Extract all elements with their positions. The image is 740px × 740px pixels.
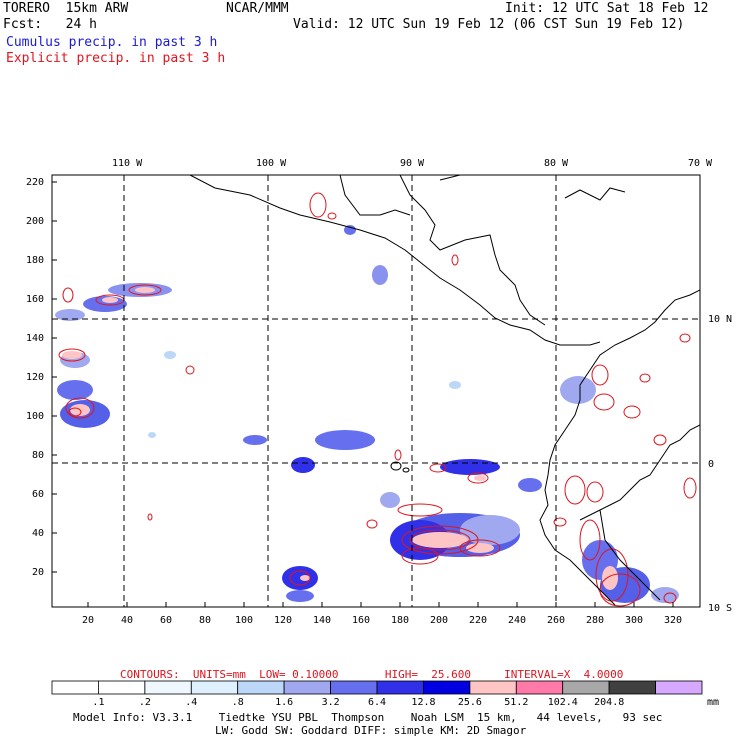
x-tick-label: 220 xyxy=(469,615,487,626)
coastlines xyxy=(189,175,700,606)
colorbar-box xyxy=(515,680,564,695)
lat-label-0: 0 xyxy=(708,459,714,470)
x-tick-label: 240 xyxy=(508,615,526,626)
x-tick-label: 100 xyxy=(235,615,253,626)
colorbar-tick-label: 12.8 xyxy=(411,697,436,708)
x-tick-label: 40 xyxy=(121,615,133,626)
bottom-axis: 20 40 60 80 100 120 140 160 180 200 220 … xyxy=(82,602,682,626)
colorbar-tick-label: 6.4 xyxy=(368,697,387,708)
x-tick-label: 180 xyxy=(391,615,409,626)
colorbar-tick-label: .1 xyxy=(92,697,105,708)
colorbar-box xyxy=(376,680,424,695)
x-tick-label: 120 xyxy=(274,615,292,626)
y-tick-label: 180 xyxy=(26,255,44,266)
explicit-legend: Explicit precip. in past 3 h xyxy=(6,51,226,66)
y-tick-label: 200 xyxy=(26,216,44,227)
colorbar-box xyxy=(190,680,239,695)
org-label: NCAR/MMM xyxy=(226,1,289,16)
x-tick-label: 20 xyxy=(82,615,94,626)
colorbar-tick-label: 204.8 xyxy=(594,697,625,708)
colorbar-box xyxy=(330,680,378,695)
colorbar xyxy=(51,680,703,695)
x-tick-label: 60 xyxy=(160,615,172,626)
lon-label-70w: 70 W xyxy=(688,158,713,169)
x-tick-label: 140 xyxy=(313,615,331,626)
colorbar-box xyxy=(237,680,285,695)
colorbar-tick-label: 3.2 xyxy=(321,697,340,708)
y-tick-label: 120 xyxy=(26,372,44,383)
x-tick-label: 300 xyxy=(625,615,643,626)
lon-label-80w: 80 W xyxy=(544,158,569,169)
lon-label-110w: 110 W xyxy=(112,158,143,169)
valid-time: Valid: 12 UTC Sun 19 Feb 12 (06 CST Sun … xyxy=(293,17,685,32)
colorbar-tick-label: 51.2 xyxy=(504,697,529,708)
colorbar-box xyxy=(144,680,192,695)
lon-label-100w: 100 W xyxy=(256,158,287,169)
lat-label-10n: 10 N xyxy=(708,314,732,325)
colorbar-tick-label: .4 xyxy=(185,697,198,708)
model-physics: LW: Godd SW: Goddard DIFF: simple KM: 2D… xyxy=(215,724,527,737)
colorbar-box xyxy=(562,680,610,695)
y-tick-label: 80 xyxy=(32,450,44,461)
y-tick-label: 140 xyxy=(26,333,44,344)
colorbar-tick-label: .8 xyxy=(231,697,244,708)
colorbar-box xyxy=(469,680,517,695)
colorbar-box xyxy=(655,680,703,695)
lat-label-10s: 10 S xyxy=(708,603,732,614)
colorbar-box xyxy=(98,680,146,695)
x-tick-label: 160 xyxy=(352,615,370,626)
cumulus-precip-areas xyxy=(55,225,679,603)
x-tick-label: 260 xyxy=(547,615,565,626)
colorbar-box xyxy=(283,680,331,695)
model-title: TORERO 15km ARW xyxy=(3,1,129,16)
colorbar-tick-label: .2 xyxy=(138,697,151,708)
colorbar-tick-label: 1.6 xyxy=(275,697,294,708)
left-axis: 220 200 180 160 140 120 100 80 60 40 20 xyxy=(26,177,57,578)
lat-lon-grid xyxy=(52,175,700,607)
plot-frame xyxy=(51,174,701,608)
colorbar-box xyxy=(422,680,471,695)
contours-info: CONTOURS: UNITS=mm LOW= 0.10000 HIGH= 25… xyxy=(120,668,624,681)
explicit-precip-fill xyxy=(62,287,618,590)
init-time: Init: 12 UTC Sat 18 Feb 12 xyxy=(505,1,709,16)
y-tick-label: 100 xyxy=(26,411,44,422)
explicit-precip-contours xyxy=(58,192,697,607)
lon-label-90w: 90 W xyxy=(400,158,425,169)
x-tick-label: 200 xyxy=(430,615,448,626)
y-tick-label: 20 xyxy=(32,567,44,578)
y-tick-label: 60 xyxy=(32,489,44,500)
x-tick-label: 320 xyxy=(664,615,682,626)
colorbar-box xyxy=(51,680,99,695)
colorbar-tick-label: 102.4 xyxy=(547,697,578,708)
colorbar-unit: mm xyxy=(707,697,720,708)
colorbar-tick-label: 25.6 xyxy=(457,697,482,708)
y-tick-label: 160 xyxy=(26,294,44,305)
y-tick-label: 40 xyxy=(32,528,44,539)
x-tick-label: 80 xyxy=(199,615,211,626)
model-info: Model Info: V3.3.1 Tiedtke YSU PBL Thomp… xyxy=(73,711,663,724)
y-tick-label: 220 xyxy=(26,177,44,188)
colorbar-box xyxy=(608,680,656,695)
x-tick-label: 280 xyxy=(586,615,604,626)
forecast-hour: Fcst: 24 h xyxy=(3,17,97,32)
cumulus-legend: Cumulus precip. in past 3 h xyxy=(6,35,218,50)
